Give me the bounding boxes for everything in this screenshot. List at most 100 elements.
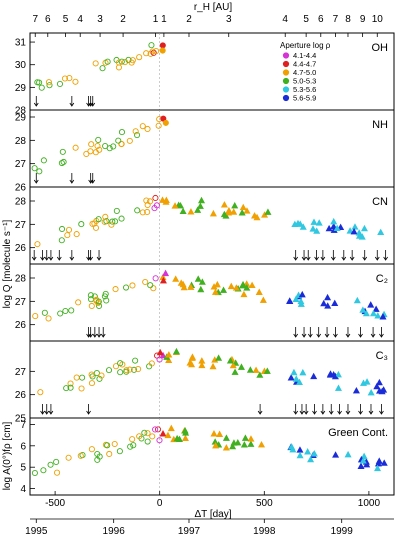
data-point	[288, 443, 296, 450]
y-axis-label-afrho: log A(0°)fρ [cm]	[2, 421, 13, 490]
data-point	[225, 206, 233, 214]
data-point	[243, 284, 251, 291]
data-point	[45, 315, 52, 322]
data-point	[357, 462, 365, 469]
panel-label: C₂	[376, 273, 388, 285]
data-point	[296, 451, 304, 459]
data-point	[154, 426, 162, 433]
data-point	[367, 389, 375, 396]
data-point	[136, 433, 143, 440]
data-point	[142, 278, 149, 286]
data-point	[136, 54, 143, 61]
data-point	[240, 290, 248, 298]
upper-limit-arrowhead	[88, 256, 93, 261]
top-tick-label: 2	[120, 14, 126, 25]
legend-marker	[282, 86, 290, 93]
upper-limit-arrowhead	[324, 333, 330, 338]
upper-limit-arrowhead	[88, 333, 93, 338]
data-point	[377, 228, 385, 236]
data-point	[222, 444, 230, 451]
data-point	[129, 436, 136, 443]
data-point	[309, 225, 317, 232]
y-tick-label: 28	[15, 136, 27, 147]
top-tick-label: 7	[32, 14, 38, 25]
data-point	[172, 275, 180, 282]
data-point	[229, 442, 237, 450]
upper-limit-arrowhead	[328, 410, 334, 415]
upper-limit-arrowhead	[31, 256, 37, 261]
panel-frame	[29, 109, 395, 188]
data-point	[78, 221, 85, 228]
upper-limit-arrowhead	[86, 102, 91, 107]
upper-limit-arrowhead	[320, 410, 326, 415]
data-point	[144, 430, 151, 437]
data-point	[376, 387, 384, 394]
data-point	[108, 221, 115, 228]
data-point	[252, 366, 260, 373]
upper-limit-arrowhead	[33, 102, 39, 107]
data-point	[292, 295, 300, 302]
data-point	[363, 460, 371, 468]
legend-label: 5.6-5.9	[293, 94, 316, 103]
y-tick-label: 7	[20, 420, 26, 431]
data-point	[171, 202, 179, 209]
data-point	[95, 298, 102, 305]
data-point	[181, 434, 189, 442]
top-tick-label: 1	[161, 14, 167, 25]
data-point	[139, 123, 146, 130]
data-point	[115, 137, 122, 144]
data-point	[64, 232, 71, 239]
data-point	[198, 196, 206, 204]
data-point	[222, 434, 230, 441]
data-point	[73, 231, 80, 238]
data-point	[118, 215, 125, 222]
data-point	[247, 440, 255, 447]
data-point	[188, 360, 196, 368]
data-point	[127, 443, 134, 450]
data-point	[133, 131, 141, 139]
data-point	[139, 209, 146, 216]
data-point	[360, 379, 368, 386]
data-point	[112, 286, 119, 293]
panel-label: OH	[372, 42, 389, 54]
data-point	[290, 368, 298, 376]
data-point	[143, 50, 150, 57]
data-point	[88, 446, 95, 453]
data-point	[83, 150, 90, 158]
data-point	[220, 201, 228, 208]
data-point	[58, 237, 65, 244]
panel-label: C₃	[376, 350, 388, 362]
data-point	[344, 450, 352, 458]
y-tick-label: 5	[20, 463, 26, 474]
data-point	[116, 448, 123, 455]
data-point	[98, 372, 105, 379]
legend-marker	[282, 77, 290, 85]
data-point	[264, 208, 272, 215]
upper-limit-arrowhead	[90, 102, 96, 107]
data-point	[46, 82, 53, 89]
data-point	[334, 370, 342, 378]
upper-limit-arrowhead	[69, 102, 75, 107]
legend-label: 5.0-5.3	[293, 77, 316, 86]
data-point	[360, 224, 368, 232]
data-point	[60, 158, 67, 166]
data-point	[304, 448, 312, 455]
data-point	[118, 129, 126, 136]
data-point	[230, 439, 238, 446]
data-point	[213, 280, 221, 288]
data-point	[79, 374, 86, 381]
data-point	[88, 380, 96, 387]
top-tick-label: 10	[372, 14, 384, 25]
upper-limit-arrowhead	[301, 333, 307, 338]
upper-limit-arrowhead	[69, 256, 75, 261]
data-point	[238, 209, 246, 216]
upper-limit-arrowhead	[370, 333, 376, 338]
data-point	[156, 348, 164, 356]
upper-limit-arrowhead	[40, 256, 45, 261]
data-point	[67, 380, 74, 387]
data-point	[248, 281, 256, 289]
data-point	[359, 306, 367, 313]
data-point	[31, 165, 38, 172]
data-point	[36, 168, 43, 175]
data-point	[126, 366, 133, 373]
